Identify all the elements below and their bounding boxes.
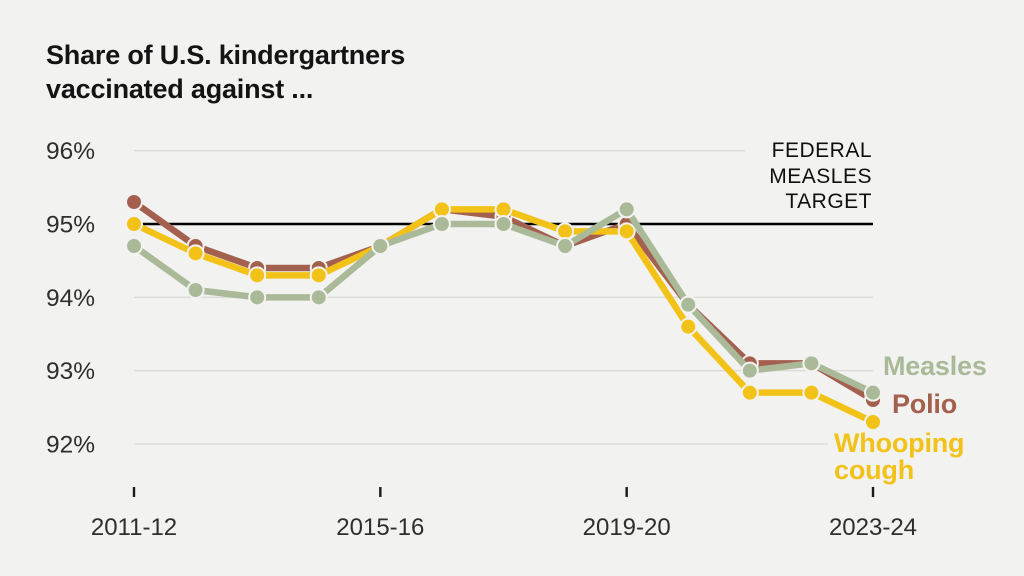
data-point-measles-2015-16 <box>371 236 390 255</box>
y-axis-label-96: 96% <box>46 138 95 165</box>
x-axis-label-2015-16: 2015-16 <box>336 514 424 541</box>
data-point-whooping-cough-2017-18 <box>494 200 513 219</box>
reference-line-label-line-2: MEASLES <box>769 164 872 188</box>
y-axis-label-95: 95% <box>46 212 95 239</box>
data-point-measles-2013-14 <box>248 288 267 307</box>
data-point-measles-2012-13 <box>186 280 205 299</box>
data-point-whooping-cough-2020-21 <box>679 317 698 336</box>
data-point-measles-2016-17 <box>432 215 451 233</box>
data-point-measles-2017-18 <box>494 215 513 233</box>
reference-line-label: FEDERAL MEASLES TARGET <box>769 138 872 215</box>
y-axis-label-92: 92% <box>46 431 95 458</box>
series-line-whooping-cough <box>130 206 877 426</box>
reference-line-label-line-3: TARGET <box>785 190 872 213</box>
legend-label-measles: Measles <box>883 351 987 381</box>
data-point-whooping-cough-2013-14 <box>248 266 267 285</box>
reference-line-label-line-1: FEDERAL <box>771 139 872 162</box>
data-point-whooping-cough-2012-13 <box>186 244 205 263</box>
data-point-whooping-cough-2016-17 <box>432 200 451 219</box>
data-point-whooping-cough-2023-24 <box>864 412 882 431</box>
x-axis-label-2023-24: 2023-24 <box>829 514 917 541</box>
data-point-measles-2018-19 <box>556 236 575 255</box>
data-point-whooping-cough-2021-22 <box>740 383 759 402</box>
chart-title-line-1: Share of U.S. kindergartners <box>46 40 406 70</box>
data-point-whooping-cough-2022-23 <box>802 383 821 402</box>
data-point-whooping-cough-2018-19 <box>556 222 575 241</box>
legend-label-whooping-cough: Whooping cough <box>834 428 965 485</box>
data-point-whooping-cough-2014-15 <box>309 266 328 285</box>
data-point-whooping-cough-2019-20 <box>617 222 636 241</box>
data-point-measles-2023-24 <box>864 383 882 402</box>
data-point-measles-2021-22 <box>740 361 759 380</box>
legend-label-polio: Polio <box>892 389 957 419</box>
data-point-measles-2022-23 <box>802 354 821 373</box>
y-axis-label-93: 93% <box>46 358 95 385</box>
data-point-measles-2019-20 <box>617 200 636 219</box>
data-point-measles-2014-15 <box>309 288 328 307</box>
x-axis-label-2011-12: 2011-12 <box>91 514 177 541</box>
x-axis-label-2019-20: 2019-20 <box>583 514 671 541</box>
data-point-whooping-cough-2011-12 <box>125 215 143 233</box>
data-point-polio-2011-12 <box>125 193 143 212</box>
data-point-measles-2011-12 <box>125 236 143 255</box>
y-axis-label-94: 94% <box>46 285 95 312</box>
data-point-measles-2020-21 <box>679 295 698 314</box>
chart-title-line-2: vaccinated against ... <box>46 74 314 104</box>
chart-title: Share of U.S. kindergartners vaccinated … <box>46 38 405 106</box>
